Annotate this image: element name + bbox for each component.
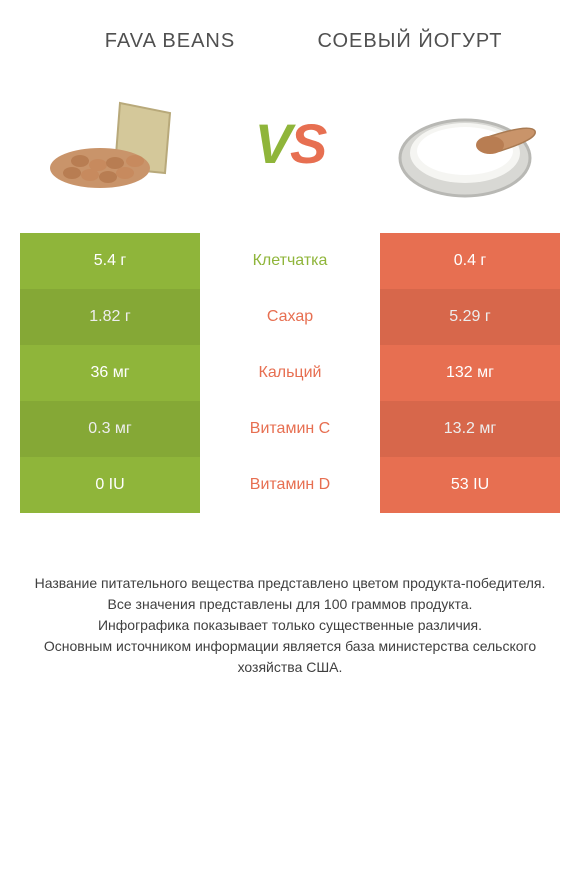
footnote-line: Инфографика показывает только существенн… xyxy=(20,615,560,636)
footnote-line: Все значения представлены для 100 граммо… xyxy=(20,594,560,615)
header: FAVA BEANS СОЕВЫЙ ЙОГУРТ xyxy=(0,0,580,63)
nutrient-left-value: 5.4 г xyxy=(20,233,200,289)
nutrient-row: 1.82 гСахар5.29 г xyxy=(20,289,560,345)
footnote: Название питательного вещества представл… xyxy=(20,573,560,678)
nutrient-row: 0.3 мгВитамин C13.2 мг xyxy=(20,401,560,457)
nutrient-right-value: 0.4 г xyxy=(380,233,560,289)
nutrient-row: 36 мгКальций132 мг xyxy=(20,345,560,401)
product-images-row: VS xyxy=(0,63,580,233)
nutrient-right-value: 53 IU xyxy=(380,457,560,513)
nutrient-row: 0 IUВитамин D53 IU xyxy=(20,457,560,513)
nutrient-name: Сахар xyxy=(200,289,380,345)
nutrient-left-value: 0.3 мг xyxy=(20,401,200,457)
nutrient-name: Витамин D xyxy=(200,457,380,513)
product-right-title: СОЕВЫЙ ЙОГУРТ xyxy=(290,30,530,53)
vs-s-letter: S xyxy=(290,112,325,175)
footnote-line: Основным источником информации является … xyxy=(20,636,560,678)
product-left-title: FAVA BEANS xyxy=(50,30,290,53)
nutrient-right-value: 132 мг xyxy=(380,345,560,401)
nutrient-name: Витамин C xyxy=(200,401,380,457)
nutrient-right-value: 5.29 г xyxy=(380,289,560,345)
vs-badge: VS xyxy=(255,111,326,176)
nutrient-left-value: 36 мг xyxy=(20,345,200,401)
nutrient-left-value: 0 IU xyxy=(20,457,200,513)
footnote-line: Название питательного вещества представл… xyxy=(20,573,560,594)
vs-v-letter: V xyxy=(255,112,290,175)
nutrient-name: Клетчатка xyxy=(200,233,380,289)
nutrient-table: 5.4 гКлетчатка0.4 г1.82 гСахар5.29 г36 м… xyxy=(20,233,560,513)
product-right-image xyxy=(390,83,540,203)
product-left-image xyxy=(40,83,190,203)
nutrient-name: Кальций xyxy=(200,345,380,401)
nutrient-left-value: 1.82 г xyxy=(20,289,200,345)
nutrient-row: 5.4 гКлетчатка0.4 г xyxy=(20,233,560,289)
nutrient-right-value: 13.2 мг xyxy=(380,401,560,457)
